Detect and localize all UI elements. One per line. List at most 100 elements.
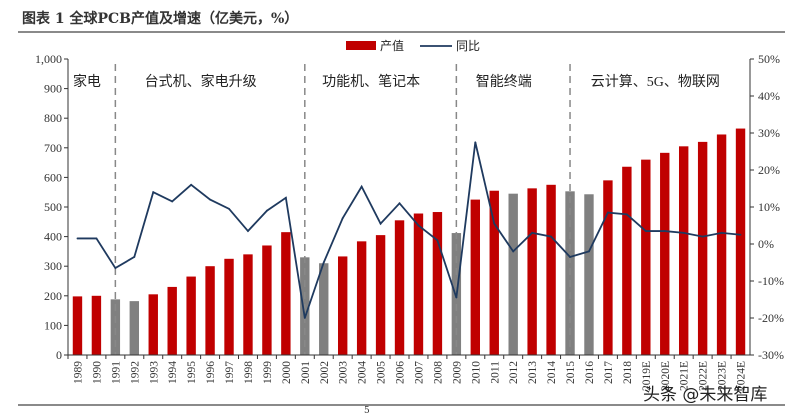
left-tick-label: 100 [44, 318, 62, 332]
growth-point-2022E [701, 235, 704, 238]
growth-point-1996 [209, 198, 211, 201]
growth-point-2003 [341, 217, 344, 220]
bar-2000 [281, 232, 291, 355]
x-tick-label: 1995 [186, 361, 198, 384]
growth-point-2015 [569, 256, 571, 258]
left-tick-label: 300 [44, 259, 62, 273]
bar-1997 [224, 258, 234, 355]
bar-2011 [489, 190, 499, 355]
x-tick-label: 2020E [660, 361, 672, 391]
growth-point-2018 [625, 213, 628, 216]
growth-point-2020E [663, 230, 666, 232]
bar-1990 [91, 295, 102, 355]
right-tick-label: 0% [758, 237, 774, 251]
x-tick-label: 1997 [224, 361, 236, 384]
right-tick-label: -30% [758, 348, 784, 362]
bar-2016 [584, 194, 594, 355]
right-tick-label: 10% [758, 200, 780, 214]
growth-point-1998 [247, 230, 249, 232]
x-tick-label: 2002 [319, 361, 331, 384]
bar-2013 [527, 188, 537, 355]
growth-point-2005 [379, 222, 382, 225]
bar-2014 [546, 184, 556, 355]
growth-point-2010 [474, 141, 477, 144]
era-label: 功能机、笔记本 [322, 74, 420, 90]
x-tick-label: 1999 [262, 361, 274, 384]
bar-2002 [319, 263, 329, 355]
bar-2006 [394, 220, 405, 355]
x-tick-label: 2017 [603, 361, 615, 384]
x-tick-label: 1990 [91, 361, 103, 384]
bar-2010 [470, 199, 481, 355]
x-tick-label: 2013 [527, 361, 539, 384]
right-tick-label: 40% [758, 89, 780, 103]
bar-1993 [148, 294, 158, 355]
x-tick-label: 2011 [489, 361, 501, 384]
growth-point-2002 [322, 261, 325, 264]
growth-point-2017 [607, 211, 609, 214]
title-divider [18, 31, 785, 33]
left-tick-label: 600 [44, 170, 62, 184]
growth-point-2008 [436, 239, 439, 242]
bar-1989 [72, 296, 83, 355]
left-tick-label: 200 [44, 289, 62, 303]
x-tick-label: 2006 [395, 361, 407, 384]
growth-point-2001 [303, 317, 306, 319]
x-tick-label: 1989 [72, 361, 84, 384]
bar-2004 [356, 241, 367, 355]
x-tick-label: 2001 [300, 361, 312, 384]
x-tick-label: 2019E [641, 361, 653, 391]
bar-2007 [413, 213, 424, 355]
x-tick-label: 2022E [698, 361, 710, 391]
bar-2024E [735, 128, 746, 355]
growth-point-2014 [550, 235, 552, 238]
x-tick-label: 2016 [584, 361, 596, 384]
watermark: 头条 @未来智库 [643, 385, 768, 405]
growth-point-1991 [114, 267, 117, 269]
x-tick-label: 1993 [148, 361, 160, 384]
bar-2022E [697, 141, 708, 355]
bar-2020E [660, 152, 670, 355]
era-label: 台式机、家电升级 [145, 73, 257, 90]
bar-1994 [167, 286, 177, 355]
left-tick-label: 900 [44, 82, 62, 96]
growth-point-2021E [682, 232, 685, 234]
page-number: 5 [364, 406, 370, 416]
growth-point-2000 [284, 196, 287, 199]
growth-point-2007 [417, 224, 420, 227]
growth-point-2004 [360, 185, 363, 188]
growth-point-2006 [398, 202, 401, 205]
growth-point-2012 [512, 250, 515, 253]
left-tick-label: 800 [44, 111, 62, 125]
growth-point-2023E [720, 232, 723, 234]
bar-2017 [603, 180, 613, 355]
left-tick-label: 400 [44, 230, 62, 244]
x-tick-label: 2014 [546, 361, 558, 384]
left-tick-label: 0 [56, 348, 62, 362]
era-label: 家电 [73, 73, 101, 90]
x-tick-label: 1998 [243, 361, 255, 384]
growth-point-1989 [76, 237, 79, 240]
x-tick-label: 2007 [413, 361, 425, 384]
growth-point-2019E [644, 230, 647, 232]
bar-1992 [129, 301, 140, 355]
bar-2005 [375, 235, 386, 355]
growth-point-1992 [133, 256, 136, 258]
growth-point-1999 [266, 209, 268, 212]
x-tick-label: 2018 [622, 361, 634, 384]
growth-point-2016 [588, 250, 590, 253]
growth-line [77, 142, 741, 319]
x-tick-label: 2021E [679, 361, 691, 391]
right-tick-label: -10% [758, 274, 784, 288]
x-tick-label: 2012 [508, 361, 520, 384]
bar-2023E [716, 134, 727, 355]
bar-2003 [337, 256, 348, 355]
x-tick-label: 1992 [129, 361, 141, 384]
bar-1998 [243, 254, 253, 355]
growth-point-2013 [531, 232, 534, 234]
left-tick-label: 700 [44, 141, 62, 155]
growth-point-1997 [228, 207, 230, 210]
x-tick-label: 2009 [451, 361, 463, 384]
growth-point-1993 [152, 191, 155, 194]
